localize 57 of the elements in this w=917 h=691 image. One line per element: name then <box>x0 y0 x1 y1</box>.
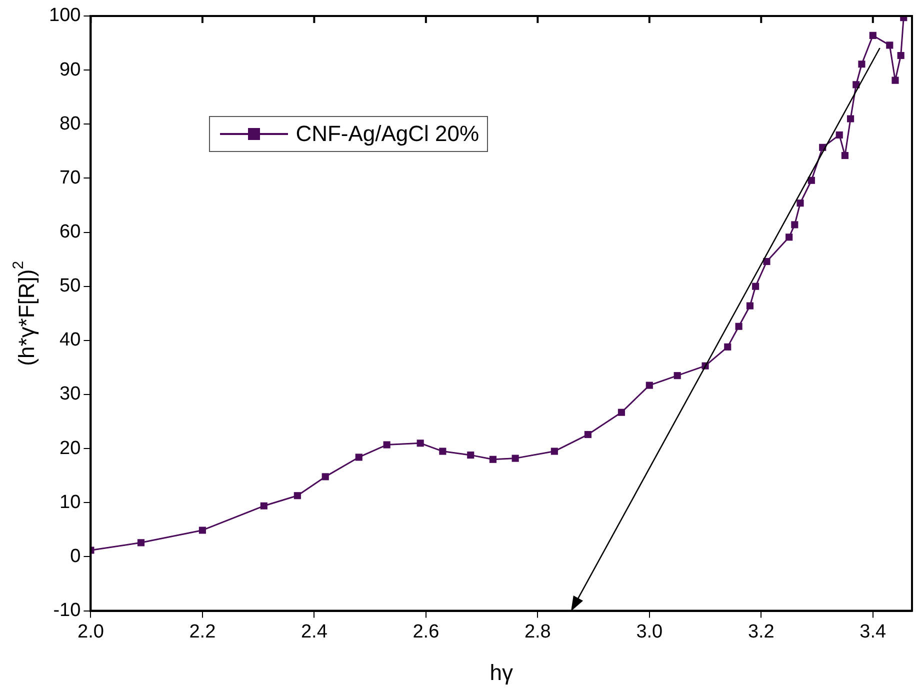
point <box>836 131 843 138</box>
y-tick-label: 30 <box>60 384 81 405</box>
legend-label: CNF-Ag/AgCl 20% <box>296 121 480 147</box>
x-tick-label: 2.2 <box>189 621 216 642</box>
y-tick-label: -10 <box>53 600 81 622</box>
point <box>355 454 362 461</box>
x-tick-label: 2.6 <box>412 621 440 642</box>
y-tick-label: 60 <box>60 222 81 243</box>
point <box>746 302 754 310</box>
point <box>512 454 519 462</box>
point <box>674 372 681 380</box>
point <box>322 473 329 480</box>
x-tick-label: 2.4 <box>300 621 328 642</box>
point <box>897 52 904 60</box>
point <box>858 60 866 68</box>
point <box>294 492 301 500</box>
point <box>763 258 770 266</box>
x-axis-title: hγ <box>490 660 513 685</box>
point <box>439 448 446 455</box>
point <box>786 234 793 241</box>
point <box>416 440 424 447</box>
point <box>646 382 653 389</box>
y-axis-title: (h*γ*F[R])2 <box>10 260 40 366</box>
y-tick-label: 10 <box>60 492 81 513</box>
x-tick-label: 3.0 <box>636 621 663 642</box>
point <box>260 502 268 510</box>
y-tick-label: 50 <box>60 276 81 297</box>
point <box>618 408 626 416</box>
point <box>383 441 390 448</box>
point <box>796 200 804 207</box>
point <box>808 176 815 184</box>
point <box>724 343 732 350</box>
point <box>892 76 899 84</box>
point <box>198 526 206 534</box>
point <box>847 115 854 122</box>
y-tick-label: 90 <box>60 59 81 80</box>
point <box>841 152 848 160</box>
y-tick-label: 70 <box>60 167 81 188</box>
point <box>137 539 145 546</box>
x-tick-label: 2.0 <box>77 621 104 642</box>
point <box>467 452 474 459</box>
y-tick-label: 20 <box>60 438 81 459</box>
point <box>791 221 798 228</box>
x-tick-label: 3.2 <box>748 621 774 642</box>
x-tick-label: 3.4 <box>860 621 887 642</box>
y-tick-label: 80 <box>60 113 81 134</box>
point <box>489 456 497 463</box>
y-tick-label: 40 <box>60 330 81 351</box>
x-tick-label: 2.8 <box>524 621 551 642</box>
y-tick-label: 100 <box>49 5 81 26</box>
point <box>550 448 558 455</box>
point <box>886 42 894 49</box>
point <box>584 430 592 438</box>
y-tick-label: 0 <box>70 546 81 567</box>
point <box>869 32 876 39</box>
point <box>752 282 760 290</box>
point <box>735 322 742 330</box>
